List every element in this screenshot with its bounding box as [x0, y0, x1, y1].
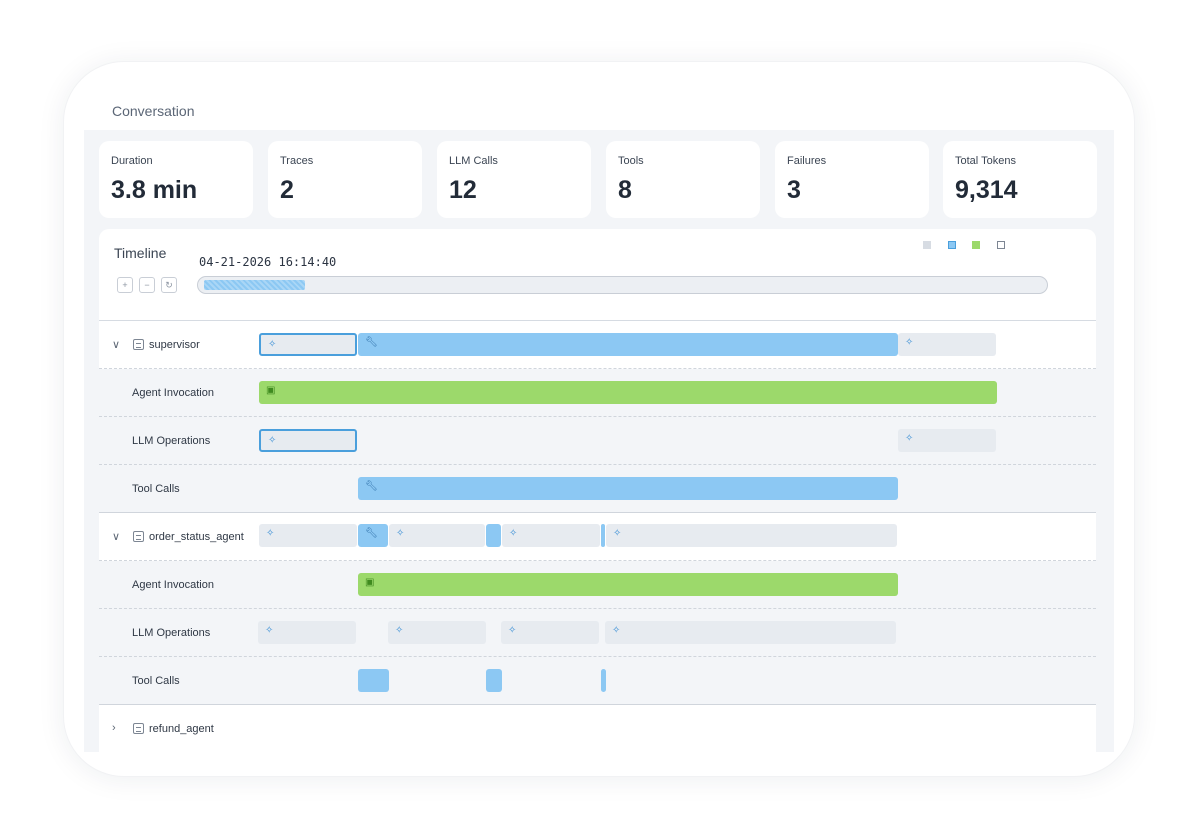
stat-card-traces: Traces 2: [268, 141, 422, 218]
lane-llm-operations: LLM Operations ✧ ✧: [99, 417, 1096, 465]
stat-card-duration: Duration 3.8 min: [99, 141, 253, 218]
chevron-right-icon[interactable]: ›: [112, 722, 116, 734]
stat-label: Total Tokens: [955, 155, 1016, 167]
sparkle-icon: ✧: [509, 528, 518, 539]
llm-span[interactable]: ✧: [259, 333, 357, 356]
tool-span[interactable]: [486, 669, 502, 692]
lane-label: Tool Calls: [132, 483, 180, 495]
stat-value: 12: [449, 176, 477, 204]
legend-failure-swatch: [997, 241, 1005, 249]
agent-span[interactable]: ▣: [259, 381, 997, 404]
lane-llm-operations: LLM Operations ✧ ✧ ✧ ✧: [99, 609, 1096, 657]
stat-card-total-tokens: Total Tokens 9,314: [943, 141, 1097, 218]
lane-label: Agent Invocation: [132, 579, 214, 591]
agent-span[interactable]: ▣: [358, 573, 898, 596]
llm-span[interactable]: ✧: [258, 621, 356, 644]
llm-span[interactable]: ✧: [501, 621, 599, 644]
robot-icon: [133, 723, 144, 734]
tool-span[interactable]: [601, 669, 606, 692]
llm-span[interactable]: ✧: [898, 333, 996, 356]
tool-span[interactable]: [358, 669, 389, 692]
panel-title: Conversation: [112, 103, 195, 119]
wrench-icon: 🔧︎: [365, 528, 378, 539]
wrench-icon: 🔧︎: [365, 337, 378, 348]
robot-icon: [133, 531, 144, 542]
llm-span[interactable]: ✧: [605, 621, 896, 644]
sparkle-icon: ✧: [268, 339, 277, 350]
llm-span[interactable]: ✧: [898, 429, 996, 452]
sparkle-icon: ✧: [265, 625, 274, 636]
agent-name: supervisor: [149, 339, 200, 351]
llm-span[interactable]: ✧: [259, 524, 357, 547]
stat-value: 2: [280, 176, 294, 204]
lane-agent-invocation: Agent Invocation ▣: [99, 369, 1096, 417]
stat-card-llm-calls: LLM Calls 12: [437, 141, 591, 218]
chevron-down-icon[interactable]: ∨: [112, 339, 121, 351]
panel-header: Conversation: [84, 84, 1114, 130]
legend-agent-swatch: [972, 241, 980, 249]
zoom-out-icon[interactable]: −: [139, 277, 155, 293]
robot-icon: [133, 339, 144, 350]
agent-name: refund_agent: [149, 723, 214, 735]
stat-value: 8: [618, 176, 632, 204]
conversation-panel: Conversation Duration 3.8 min Traces 2 L…: [84, 84, 1114, 752]
stat-value: 9,314: [955, 176, 1018, 204]
tool-span[interactable]: 🔧︎: [358, 524, 388, 547]
chevron-down-icon[interactable]: ∨: [112, 531, 121, 543]
lane-label: Agent Invocation: [132, 387, 214, 399]
sparkle-icon: ✧: [396, 528, 405, 539]
stat-label: LLM Calls: [449, 155, 498, 167]
stat-card-failures: Failures 3: [775, 141, 929, 218]
llm-span[interactable]: ✧: [259, 429, 357, 452]
wrench-icon: 🔧︎: [365, 481, 378, 492]
tool-span[interactable]: [486, 524, 501, 547]
legend-tool-swatch: [948, 241, 956, 249]
sparkle-icon: ✧: [905, 337, 914, 348]
llm-span[interactable]: ✧: [606, 524, 897, 547]
lane-tool-calls: Tool Calls: [99, 657, 1096, 705]
agent-row-supervisor[interactable]: ∨ supervisor ✧ 🔧︎ ✧: [99, 321, 1096, 369]
reset-icon[interactable]: ↻: [161, 277, 177, 293]
stat-card-tools: Tools 8: [606, 141, 760, 218]
timeline-timestamp: 04-21-2026 16:14:40: [199, 255, 337, 269]
lane-tool-calls: Tool Calls 🔧︎: [99, 465, 1096, 513]
zoom-in-icon[interactable]: +: [117, 277, 133, 293]
sparkle-icon: ✧: [395, 625, 404, 636]
stat-value: 3: [787, 176, 801, 204]
tool-span[interactable]: 🔧︎: [358, 333, 898, 356]
sparkle-icon: ✧: [612, 625, 621, 636]
llm-span[interactable]: ✧: [502, 524, 600, 547]
robot-icon: ▣: [365, 577, 375, 588]
sparkle-icon: ✧: [268, 435, 277, 446]
stat-label: Failures: [787, 155, 827, 167]
agent-row-refund-agent[interactable]: › refund_agent: [99, 705, 1096, 752]
sparkle-icon: ✧: [508, 625, 517, 636]
llm-span[interactable]: ✧: [389, 524, 485, 547]
tool-span[interactable]: [601, 524, 605, 547]
agent-row-order-status-agent[interactable]: ∨ order_status_agent ✧ 🔧︎ ✧ ✧ ✧: [99, 513, 1096, 561]
robot-icon: ▣: [266, 385, 276, 396]
llm-span[interactable]: ✧: [388, 621, 486, 644]
lane-agent-invocation: Agent Invocation ▣: [99, 561, 1096, 609]
timeline-title: Timeline: [114, 245, 167, 261]
legend-llm-swatch: [923, 241, 931, 249]
sparkle-icon: ✧: [613, 528, 622, 539]
lane-label: LLM Operations: [132, 435, 211, 447]
lane-label: LLM Operations: [132, 627, 211, 639]
sparkle-icon: ✧: [266, 528, 275, 539]
stat-value: 3.8 min: [111, 176, 198, 204]
timeline-scrubber[interactable]: [197, 276, 1048, 294]
stat-label: Tools: [618, 155, 644, 167]
scrubber-window[interactable]: [204, 280, 305, 290]
lane-label: Tool Calls: [132, 675, 180, 687]
stat-label: Duration: [111, 155, 153, 167]
agent-name: order_status_agent: [149, 531, 244, 543]
stat-label: Traces: [280, 155, 314, 167]
sparkle-icon: ✧: [905, 433, 914, 444]
tool-span[interactable]: 🔧︎: [358, 477, 898, 500]
timeline-header: Timeline 04-21-2026 16:14:40 + − ↻: [99, 229, 1096, 321]
